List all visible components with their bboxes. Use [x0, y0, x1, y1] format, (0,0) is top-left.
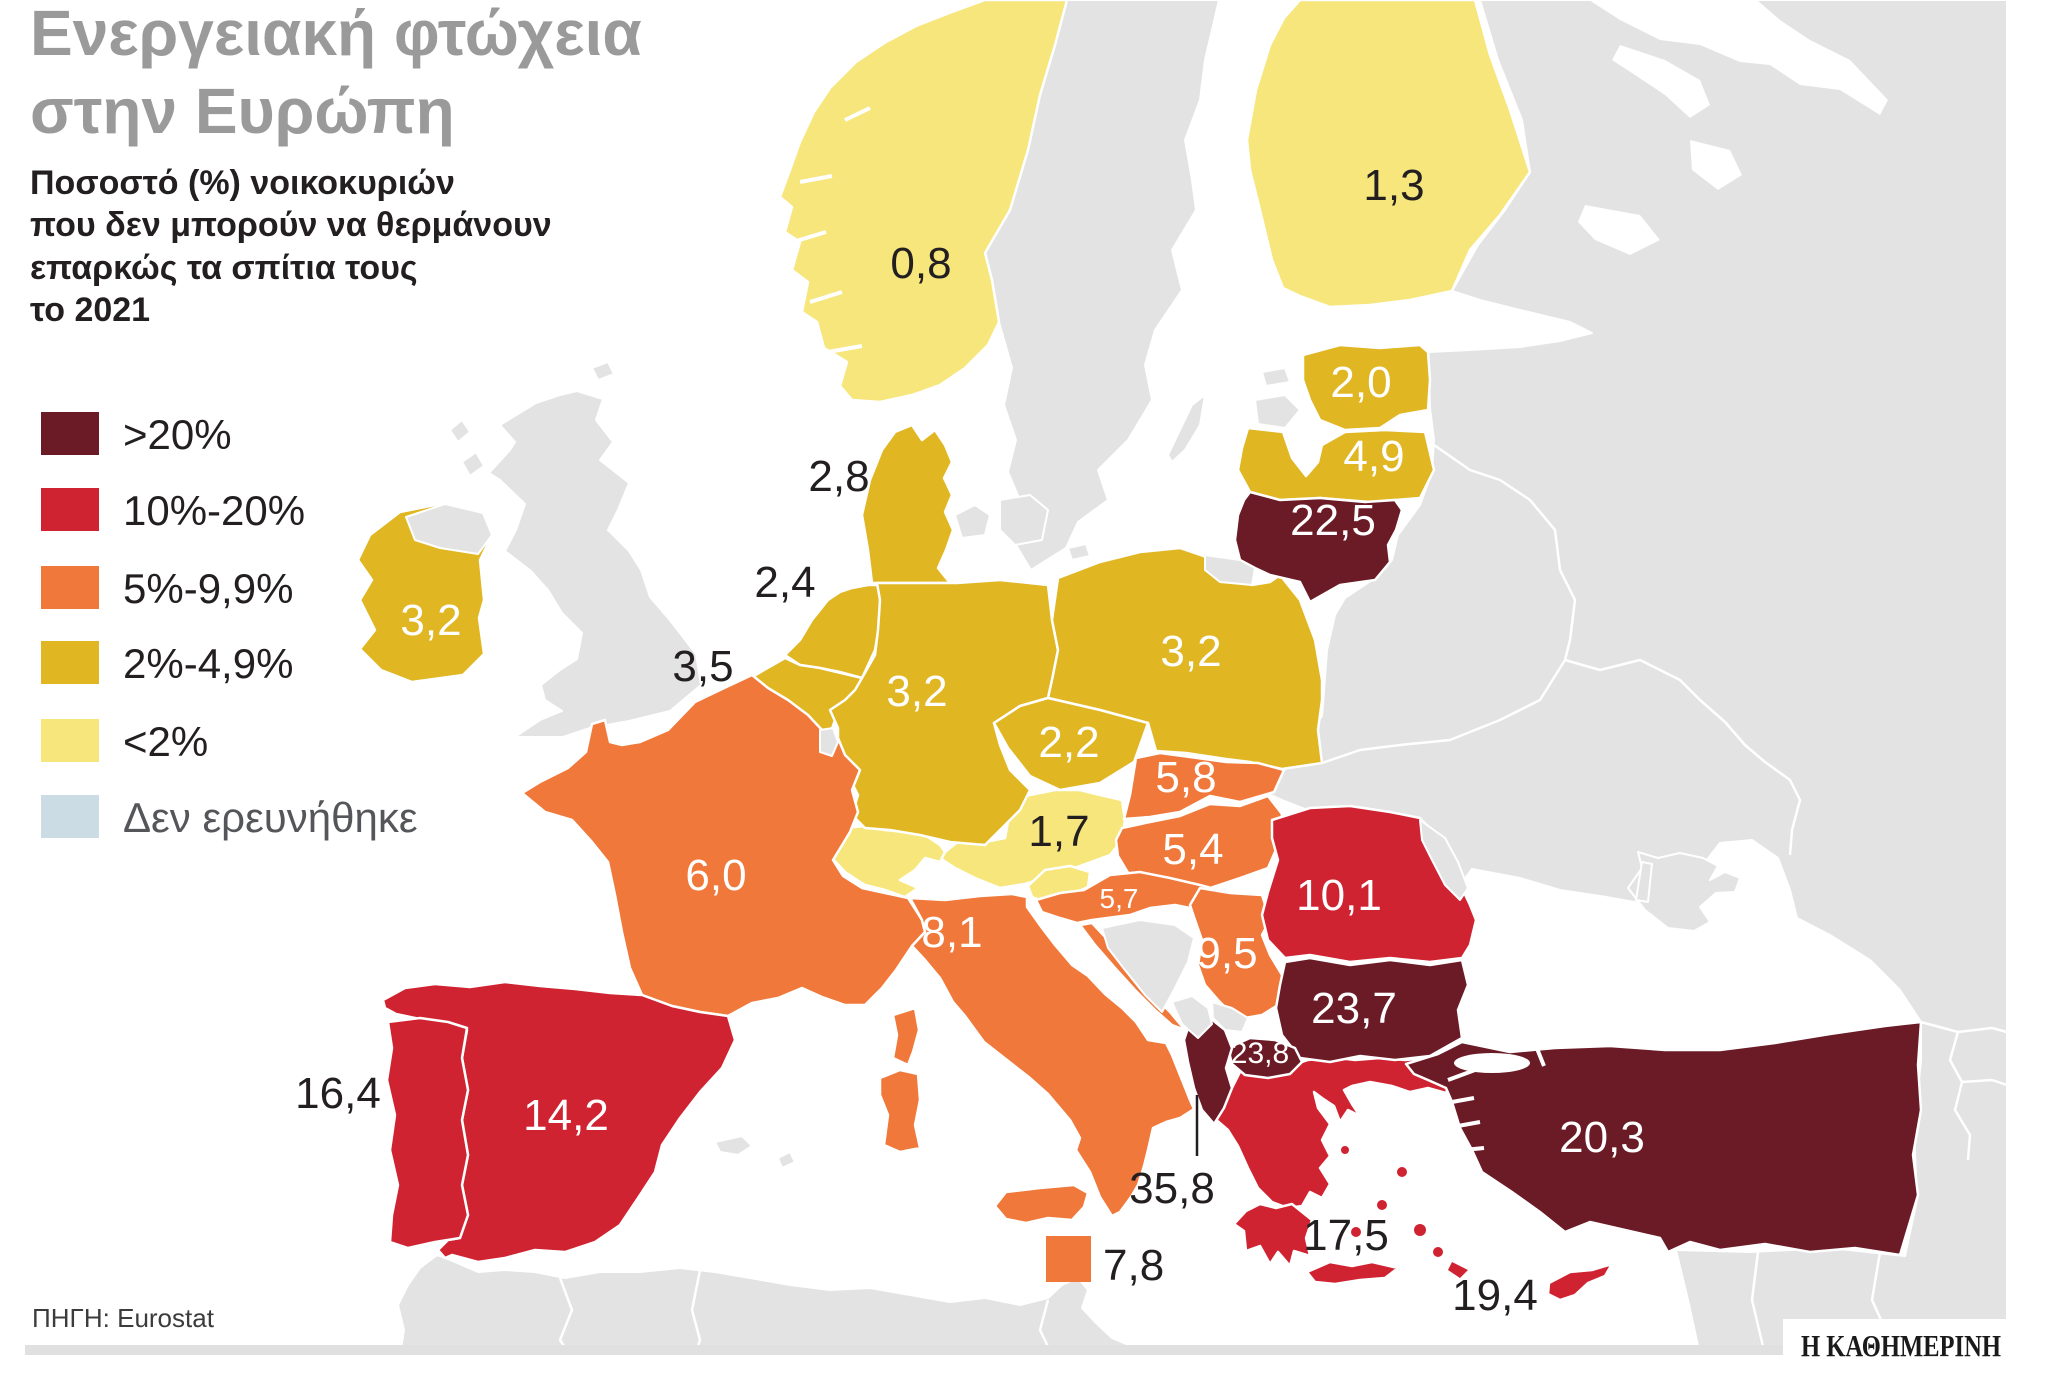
svg-text:Δεν ερευνήθηκε: Δεν ερευνήθηκε [123, 794, 418, 841]
svg-text:5,8: 5,8 [1155, 753, 1216, 802]
svg-text:Η ΚΑΘΗΜΕΡΙΝΗ: Η ΚΑΘΗΜΕΡΙΝΗ [1801, 1328, 2001, 1363]
svg-text:3,2: 3,2 [400, 596, 461, 645]
svg-text:5,4: 5,4 [1162, 825, 1223, 874]
svg-text:>20%: >20% [123, 411, 232, 458]
svg-text:16,4: 16,4 [295, 1069, 381, 1118]
svg-text:7,8: 7,8 [1103, 1241, 1164, 1290]
svg-text:14,2: 14,2 [523, 1091, 609, 1140]
svg-text:3,5: 3,5 [672, 642, 733, 691]
svg-text:23,7: 23,7 [1311, 984, 1397, 1033]
svg-text:23,8: 23,8 [1231, 1037, 1289, 1070]
svg-text:2,0: 2,0 [1330, 358, 1391, 407]
svg-text:Ενεργειακή φτώχεια: Ενεργειακή φτώχεια [30, 0, 642, 69]
svg-text:9,5: 9,5 [1196, 929, 1257, 978]
svg-text:35,8: 35,8 [1129, 1164, 1215, 1213]
svg-text:επαρκώς τα σπίτια τους: επαρκώς τα σπίτια τους [30, 249, 418, 287]
svg-text:το 2021: το 2021 [30, 291, 150, 329]
svg-text:που δεν μπορούν να θερμάνουν: που δεν μπορούν να θερμάνουν [30, 206, 552, 244]
svg-text:5,7: 5,7 [1100, 883, 1139, 914]
svg-text:22,5: 22,5 [1290, 496, 1376, 545]
svg-text:5%-9,9%: 5%-9,9% [123, 565, 293, 612]
svg-text:<2%: <2% [123, 718, 208, 765]
svg-text:10%-20%: 10%-20% [123, 487, 305, 534]
svg-text:1,7: 1,7 [1028, 807, 1089, 856]
svg-text:8,1: 8,1 [921, 908, 982, 957]
svg-text:2,8: 2,8 [808, 452, 869, 501]
svg-text:ΠΗΓΗ: Eurostat: ΠΗΓΗ: Eurostat [32, 1303, 215, 1333]
svg-text:6,0: 6,0 [685, 851, 746, 900]
svg-text:2,2: 2,2 [1038, 718, 1099, 767]
svg-text:Ποσοστό (%) νοικοκυριών: Ποσοστό (%) νοικοκυριών [30, 164, 455, 202]
svg-text:10,1: 10,1 [1296, 871, 1382, 920]
svg-text:4,9: 4,9 [1343, 432, 1404, 481]
svg-text:3,2: 3,2 [1160, 627, 1221, 676]
svg-text:1,3: 1,3 [1363, 161, 1424, 210]
svg-text:0,8: 0,8 [890, 239, 951, 288]
svg-text:2%-4,9%: 2%-4,9% [123, 640, 293, 687]
svg-text:στην Ευρώπη: στην Ευρώπη [30, 75, 455, 147]
svg-text:3,2: 3,2 [886, 667, 947, 716]
svg-text:2,4: 2,4 [754, 558, 815, 607]
svg-text:19,4: 19,4 [1452, 1271, 1538, 1320]
svg-text:20,3: 20,3 [1559, 1113, 1645, 1162]
svg-text:17,5: 17,5 [1303, 1211, 1389, 1260]
